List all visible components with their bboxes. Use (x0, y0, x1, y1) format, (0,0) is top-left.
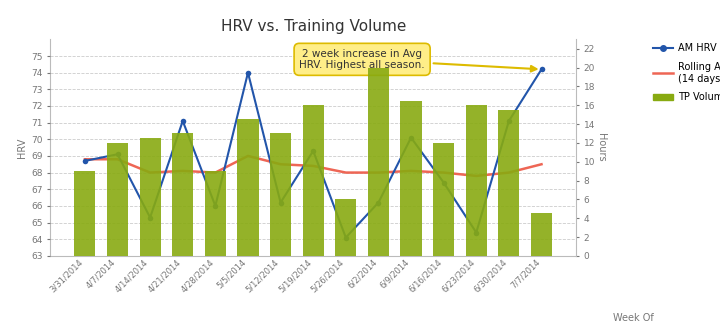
Bar (107, 143, 128, 256)
Bar (466, 105, 487, 256)
Bar (531, 214, 552, 256)
Text: Week Of: Week Of (613, 314, 654, 323)
Y-axis label: HRV: HRV (17, 137, 27, 158)
Bar (270, 133, 291, 256)
Bar (433, 143, 454, 256)
Bar (74, 171, 96, 256)
Bar (498, 110, 520, 256)
Bar (302, 105, 324, 256)
Y-axis label: Hours: Hours (596, 133, 606, 162)
Text: 2 week increase in Avg
HRV. Highest all season.: 2 week increase in Avg HRV. Highest all … (300, 49, 536, 72)
Bar (238, 119, 258, 256)
Bar (140, 138, 161, 256)
Legend: AM HRV, Rolling Avg
(14 days), TP Volume: AM HRV, Rolling Avg (14 days), TP Volume (649, 39, 720, 106)
Bar (368, 68, 389, 256)
Title: HRV vs. Training Volume: HRV vs. Training Volume (220, 19, 406, 34)
Bar (204, 171, 226, 256)
Bar (400, 101, 422, 256)
Bar (172, 133, 194, 256)
Bar (336, 199, 356, 256)
